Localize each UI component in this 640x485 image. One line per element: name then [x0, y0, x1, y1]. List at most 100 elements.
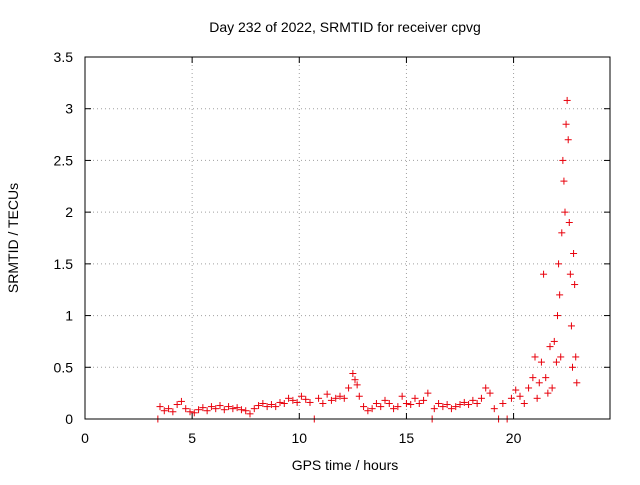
- data-point: [569, 363, 576, 371]
- data-point: [280, 399, 288, 407]
- data-point: [554, 312, 561, 320]
- data-point: [558, 229, 566, 237]
- data-point: [439, 403, 447, 411]
- data-point: [482, 384, 490, 392]
- y-tick-label: 3: [65, 101, 73, 117]
- data-point: [559, 156, 567, 164]
- data-point: [323, 390, 331, 398]
- data-point: [182, 405, 190, 413]
- data-point: [220, 406, 228, 414]
- data-point: [535, 379, 543, 387]
- data-point: [529, 374, 537, 382]
- data-point: [336, 392, 344, 400]
- data-point: [424, 389, 432, 397]
- data-point: [377, 403, 385, 411]
- y-tick-label: 1.5: [54, 256, 74, 272]
- data-point: [548, 384, 556, 392]
- data-point: [443, 401, 451, 409]
- data-point: [512, 386, 520, 394]
- data-point: [570, 250, 578, 258]
- data-point: [562, 120, 570, 128]
- data-point: [411, 394, 419, 402]
- grid-layer: [85, 57, 610, 419]
- y-tick-label: 2: [65, 204, 73, 220]
- tick-layer: 0 5 10 15 20 0 0.5 1 1.5 2 2.5 3 3.5: [54, 49, 610, 446]
- data-point: [212, 405, 220, 413]
- data-point: [460, 398, 468, 406]
- data-point: [276, 398, 284, 406]
- data-point: [537, 358, 545, 366]
- data-point: [567, 322, 575, 330]
- data-point: [435, 399, 443, 407]
- data-point: [465, 401, 473, 409]
- data-point: [242, 407, 250, 415]
- data-point: [345, 384, 353, 392]
- data-point: [173, 401, 181, 409]
- x-axis-label: GPS time / hours: [292, 457, 399, 473]
- y-tick-label: 1: [65, 308, 73, 324]
- data-point: [302, 395, 310, 403]
- data-point: [319, 399, 327, 407]
- data-point: [351, 376, 359, 384]
- data-point: [415, 399, 423, 407]
- data-point: [237, 406, 245, 414]
- data-point: [572, 353, 580, 361]
- data-point: [477, 394, 485, 402]
- x-tick-label: 20: [506, 430, 522, 446]
- data-point: [544, 389, 552, 397]
- data-point: [177, 397, 185, 405]
- data-point: [349, 369, 357, 377]
- data-point: [364, 407, 372, 415]
- y-axis-label: SRMTID / TECUs: [5, 183, 21, 293]
- data-point: [566, 270, 574, 278]
- data-point: [407, 401, 415, 409]
- data-point: [332, 394, 340, 402]
- data-point: [381, 396, 389, 404]
- data-point: [507, 394, 515, 402]
- data-point: [255, 402, 263, 410]
- data-point: [520, 399, 528, 407]
- y-tick-label: 0.5: [54, 359, 74, 375]
- data-point: [452, 403, 460, 411]
- plot-frame: [84, 56, 611, 420]
- data-point: [394, 403, 402, 411]
- data-point: [368, 405, 376, 413]
- data-point: [169, 408, 177, 416]
- data-point: [490, 405, 498, 413]
- data-point: [402, 399, 410, 407]
- data-point: [267, 401, 275, 409]
- data-point: [555, 260, 563, 268]
- data-point: [556, 291, 564, 299]
- data-point: [398, 392, 406, 400]
- data-point: [355, 392, 363, 400]
- data-point: [160, 407, 168, 415]
- x-tick-label: 5: [188, 430, 196, 446]
- data-point: [203, 407, 211, 415]
- data-point: [563, 96, 571, 104]
- y-tick-label: 2.5: [54, 152, 74, 168]
- data-point: [533, 394, 541, 402]
- data-point: [542, 374, 550, 382]
- data-point: [190, 409, 198, 417]
- data-point: [297, 392, 305, 400]
- data-point: [540, 270, 548, 278]
- data-point: [340, 394, 348, 402]
- data-point: [456, 401, 464, 409]
- data-point: [430, 405, 438, 413]
- data-point: [165, 405, 173, 413]
- data-point: [469, 396, 477, 404]
- data-point: [565, 218, 573, 226]
- data-point: [564, 136, 572, 144]
- data-point: [285, 394, 293, 402]
- data-point: [486, 389, 494, 397]
- data-point: [390, 405, 398, 413]
- data-point: [473, 399, 481, 407]
- data-point: [315, 394, 323, 402]
- data-point: [447, 405, 455, 413]
- data-point: [360, 403, 368, 411]
- data-point: [272, 403, 280, 411]
- data-point: [233, 404, 241, 412]
- data-point: [216, 402, 224, 410]
- data-point: [525, 384, 533, 392]
